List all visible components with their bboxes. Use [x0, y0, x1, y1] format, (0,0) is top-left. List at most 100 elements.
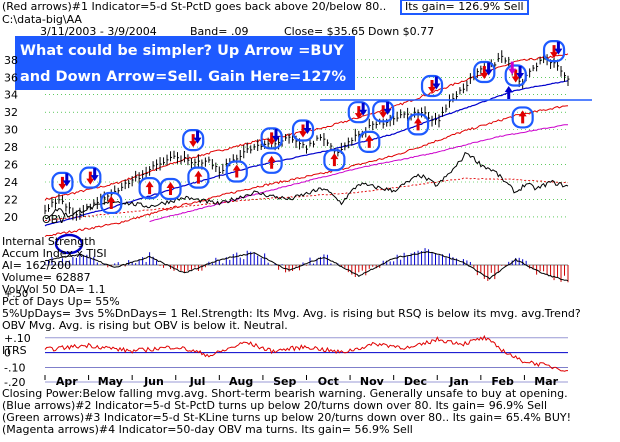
itrs-line [44, 334, 568, 372]
vol-ratio: Vol/Vol 50 DA= 1.1 [2, 283, 106, 296]
lower-band-line [44, 105, 569, 238]
y-tick-label: 30 [4, 124, 18, 137]
month-label: May [98, 375, 123, 388]
red-up-arrow [194, 170, 203, 184]
obv-ma-line [45, 177, 569, 221]
blue-down-arrow [271, 128, 280, 142]
red-down-arrow-circle [504, 64, 527, 87]
month-label: Oct [318, 375, 339, 388]
down-value: Down $0.77 [368, 25, 435, 38]
blue-down-arrow [303, 121, 312, 135]
y-tick-label: 22 [4, 193, 18, 206]
red-down-arrow [480, 66, 489, 80]
y-tick-label: 24 [4, 176, 18, 189]
blue-down-arrow [554, 41, 563, 55]
itrs-tick-label: -.10 [4, 361, 25, 374]
annotation-line-1: What could be simpler? Up Arrow =BUY [20, 43, 344, 59]
blue-down-arrow [484, 62, 493, 76]
ai-line [44, 251, 569, 282]
gain-box: Its gain= 126.9% Sell [400, 0, 529, 15]
red-up-arrow-circle [511, 106, 534, 129]
y-tick-label: 32 [4, 106, 18, 119]
header-indicator-1: (Red arrows)#1 Indicator=5-d St-PctD goe… [2, 0, 387, 13]
red-down-arrow [299, 124, 308, 138]
red-down-arrow [550, 45, 559, 59]
blue-down-arrow [432, 76, 441, 90]
obv-label: OBV [42, 213, 66, 226]
red-up-arrow-circle [225, 160, 248, 183]
red-down-arrow [511, 69, 520, 83]
y-tick-label: 20 [4, 211, 18, 224]
red-up-arrow-circle [159, 177, 182, 201]
red-up-arrow [145, 181, 154, 195]
red-down-arrow [428, 80, 437, 93]
blue-down-arrow [516, 66, 525, 80]
green-arrows-line: (Green arrows)#3 Indicator=5-d St-KLine … [2, 411, 571, 424]
red-up-arrow [330, 153, 339, 167]
annotation-background [15, 36, 355, 90]
obv-line [44, 151, 569, 220]
pct-days-up: Pct of Days Up= 55% [2, 295, 120, 308]
red-down-arrow-circle [79, 166, 102, 189]
itrs-tick-label: -.20 [4, 376, 25, 389]
annotation-banner: What could be simpler? Up Arrow =BUY and… [20, 38, 346, 90]
itrs-tick-label: +.10 [4, 332, 31, 345]
month-label: Sep [273, 375, 296, 388]
month-label: Jun [143, 375, 164, 388]
date-range: 3/11/2003 - 3/9/2004 [40, 25, 157, 38]
red-down-arrow-circle [420, 74, 444, 98]
band-value: Band= .09 [190, 25, 249, 38]
moving-average-line [44, 80, 569, 227]
y-tick-label: 36 [4, 71, 18, 84]
red-down-arrow-circle [372, 100, 395, 123]
obv-status: OBV Mvg. Avg. is rising but OBV is below… [2, 319, 288, 332]
red-down-arrow-circle [291, 119, 315, 142]
y-tick-label: 34 [4, 89, 18, 102]
month-label: Feb [491, 375, 514, 388]
red-up-arrow-circle [323, 149, 346, 172]
red-down-arrow-circle [347, 101, 370, 124]
magenta-down-arrow [508, 61, 517, 75]
red-up-arrow [267, 155, 276, 169]
red-down-arrow-circle [51, 171, 74, 194]
updays-rel-strength: 5%UpDays= 3vs 5%DnDays= 1 Rel.Strength: … [2, 307, 581, 320]
price-panel [15, 36, 592, 238]
internal-strength-label: Internal Strength [2, 235, 96, 248]
month-label: Nov [360, 375, 385, 388]
red-up-arrow [166, 181, 175, 195]
obv-low-circle [54, 233, 84, 255]
red-down-arrow-circle [182, 129, 205, 152]
red-up-arrow [414, 117, 423, 131]
month-label: Apr [56, 375, 78, 388]
accum-index-panel [44, 248, 569, 283]
month-label: Dec [404, 375, 427, 388]
blue-down-arrow [90, 168, 99, 182]
month-label: Mar [534, 375, 558, 388]
month-label: Aug [229, 375, 253, 388]
y-tick-label: 28 [4, 141, 18, 154]
blue-arrows-line: (Blue arrows)#2 Indicator=5-d St-PctD tu… [2, 399, 547, 412]
red-down-arrow-circle [542, 39, 566, 63]
annotation-line-2: and Down Arrow=Sell. Gain Here=127% [20, 69, 347, 85]
itrs-panel [44, 334, 568, 383]
closing-power-line: Closing Power:Below falling mvg.avg. Sho… [2, 387, 568, 400]
blue-up-arrow [504, 85, 513, 99]
y-tick-label: 26 [4, 159, 18, 172]
red-down-arrow [58, 176, 67, 190]
red-down-arrow [379, 105, 388, 119]
ai-scale-label: +.50 [4, 289, 29, 300]
blue-down-arrow [359, 102, 368, 116]
red-up-arrow-circle [358, 130, 381, 153]
red-up-arrow-circle [260, 151, 283, 174]
month-label: Jan [448, 375, 468, 388]
symbol-path: C:\data-big\AA [2, 13, 82, 26]
month-label: Jul [189, 375, 206, 388]
red-down-arrow-circle [473, 60, 496, 84]
red-up-arrow-circle [187, 166, 210, 189]
ai-value: AI= 162/200 [2, 259, 72, 272]
itrs-tick-label: 0 [4, 347, 11, 360]
red-down-arrow [189, 134, 198, 148]
close-value: Close= $35.65 [284, 25, 366, 38]
blue-down-arrow [193, 130, 202, 144]
